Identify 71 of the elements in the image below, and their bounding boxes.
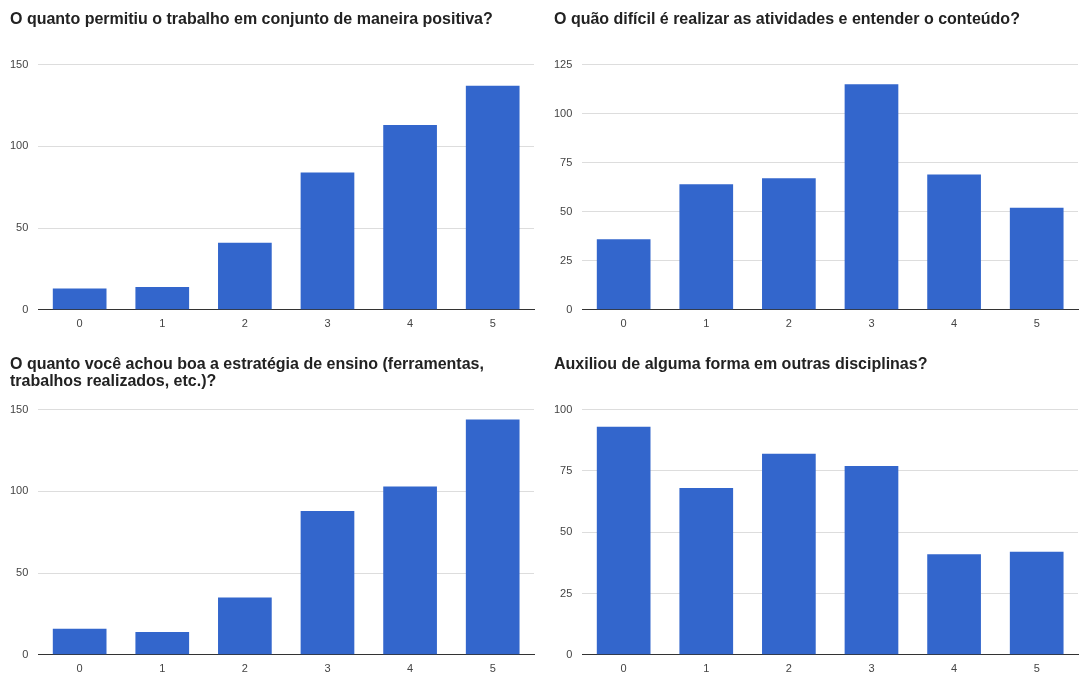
y-tick-label: 100 [9, 139, 29, 152]
bar [465, 85, 520, 310]
bar [52, 288, 107, 310]
x-tick-label: 2 [241, 662, 248, 675]
y-tick-label: 0 [566, 647, 573, 660]
bar [679, 184, 734, 310]
x-tick-label: 4 [951, 662, 958, 675]
x-tick-label: 1 [159, 662, 166, 675]
y-tick-label: 100 [9, 484, 29, 497]
x-tick-label: 4 [951, 317, 958, 330]
bar [1009, 207, 1064, 310]
y-tick-label: 0 [22, 302, 29, 315]
bar [596, 426, 651, 655]
x-tick-label: 3 [324, 317, 331, 330]
chart-title: O quanto você achou boa a estratégia de ensino (ferramentas, trabalhos realizados, etc.)? [10, 355, 485, 389]
bar [135, 286, 190, 310]
y-tick-label: 0 [566, 302, 573, 315]
x-tick-label: 5 [489, 317, 496, 330]
bar [52, 628, 107, 655]
x-tick-label: 5 [1033, 317, 1040, 330]
x-tick-label: 2 [785, 317, 792, 330]
x-tick-label: 4 [407, 317, 414, 330]
bar [218, 597, 272, 655]
bar [383, 125, 437, 310]
y-tick-label: 50 [560, 204, 573, 217]
y-tick-label: 75 [560, 155, 573, 168]
bar [762, 453, 816, 655]
bar [762, 178, 816, 310]
bar [927, 554, 981, 655]
x-tick-label: 2 [785, 662, 792, 675]
x-tick-label: 0 [76, 317, 83, 330]
x-tick-label: 3 [868, 317, 875, 330]
bar [300, 172, 355, 310]
x-tick-label: 1 [159, 317, 166, 330]
y-tick-label: 50 [560, 525, 573, 538]
chart-title: O quão difícil é realizar as atividades e entender o conteúdo? [554, 10, 1021, 27]
y-tick-label: 0 [22, 647, 29, 660]
bar [135, 631, 190, 655]
x-tick-label: 0 [76, 662, 83, 675]
y-tick-label: 100 [553, 106, 573, 119]
x-tick-label: 0 [620, 317, 627, 330]
x-tick-label: 3 [868, 662, 875, 675]
bar [844, 466, 899, 655]
x-tick-label: 5 [1033, 662, 1040, 675]
y-tick-label: 50 [16, 566, 29, 579]
x-tick-label: 2 [241, 317, 248, 330]
y-tick-label: 25 [560, 253, 573, 266]
bar [844, 84, 899, 310]
y-tick-label: 25 [560, 586, 573, 599]
x-tick-label: 5 [489, 662, 496, 675]
y-tick-label: 150 [9, 402, 29, 415]
bar [679, 488, 734, 655]
x-tick-label: 4 [407, 662, 414, 675]
bar [465, 419, 520, 655]
bar [596, 239, 651, 310]
x-tick-label: 3 [324, 662, 331, 675]
y-tick-label: 75 [560, 463, 573, 476]
x-tick-label: 0 [620, 662, 627, 675]
y-tick-label: 150 [9, 57, 29, 70]
bar [300, 510, 355, 655]
y-tick-label: 100 [553, 402, 573, 415]
y-tick-label: 50 [16, 221, 29, 234]
x-tick-label: 1 [703, 317, 710, 330]
bar [218, 242, 272, 310]
chart-title: O quanto permitiu o trabalho em conjunto de maneira positiva? [10, 10, 494, 27]
y-tick-label: 125 [553, 57, 573, 70]
bar [927, 174, 981, 310]
chart-title: Auxiliou de alguma forma em outras disciplinas? [554, 355, 929, 372]
bar [383, 486, 437, 655]
bar [1009, 551, 1064, 655]
x-tick-label: 1 [703, 662, 710, 675]
